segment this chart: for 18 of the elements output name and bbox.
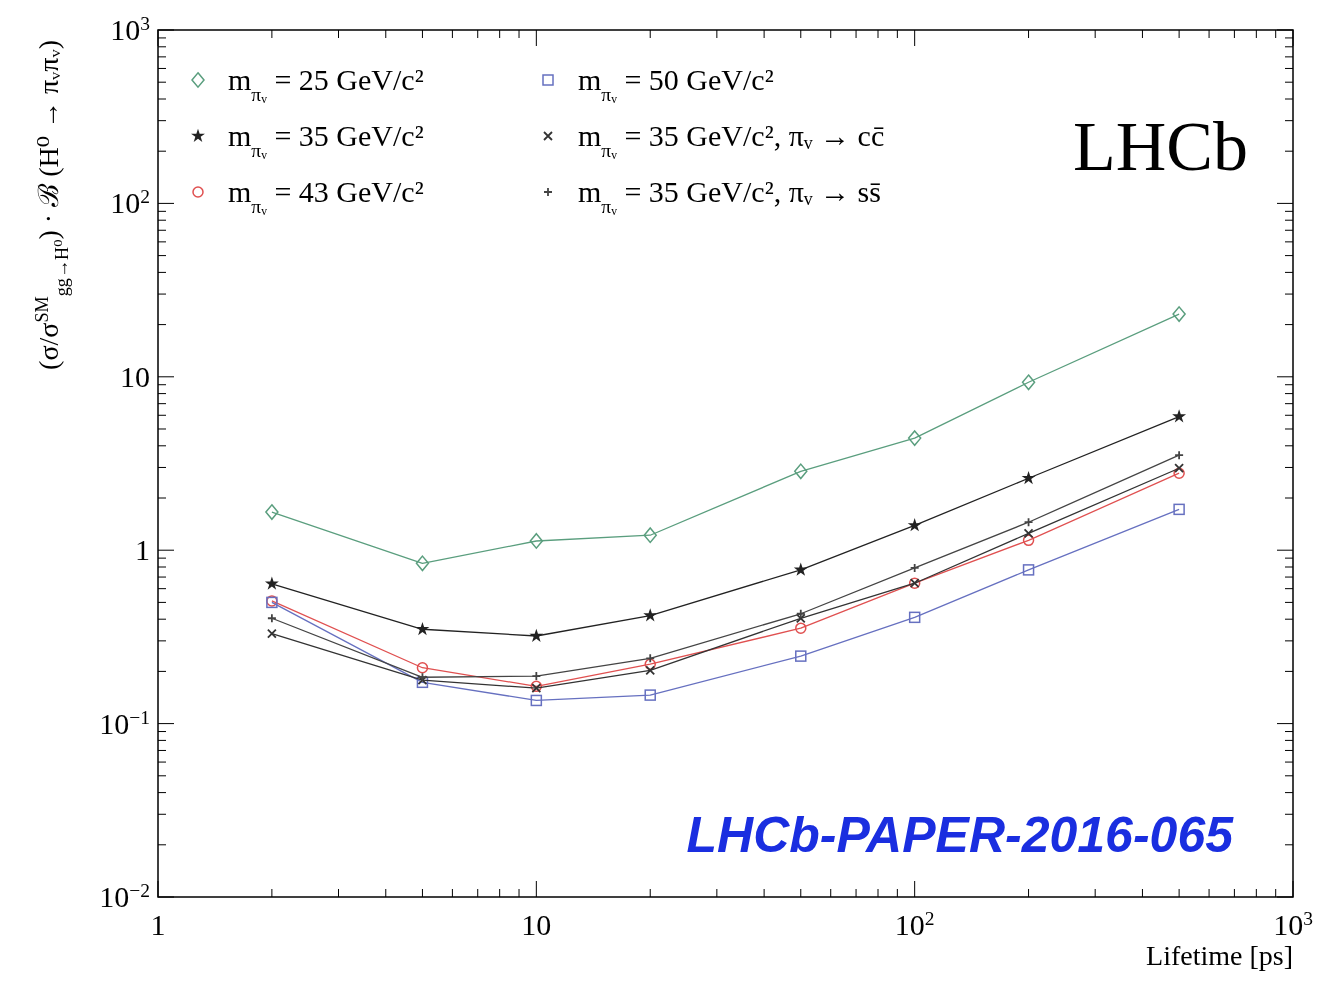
x-tick-label: 10$^{2}$ bbox=[894, 907, 935, 941]
legend-label: m$_{πᵥ}$ = 50 GeV/c² bbox=[578, 63, 774, 105]
y-tick-label: 10$^{−2}$ bbox=[99, 879, 150, 913]
legend-label: m$_{πᵥ}$ = 43 GeV/c² bbox=[228, 175, 424, 217]
y-tick-label: 10$^{−1}$ bbox=[99, 706, 150, 740]
legend-label: m$_{πᵥ}$ = 35 GeV/c², πᵥ → cc̄ bbox=[578, 119, 885, 161]
annotation: LHCb-PAPER-2016-065 bbox=[686, 807, 1235, 863]
legend-label: m$_{πᵥ}$ = 35 GeV/c² bbox=[228, 119, 424, 161]
x-tick-label: 10$^{3}$ bbox=[1273, 907, 1313, 941]
legend-label: m$_{πᵥ}$ = 35 GeV/c², πᵥ → ss̄ bbox=[578, 175, 881, 217]
x-axis-title: Lifetime [ps] bbox=[1146, 940, 1293, 971]
y-tick-label: 10$^{2}$ bbox=[110, 185, 150, 220]
y-tick-label: 10$^{3}$ bbox=[110, 12, 150, 46]
annotation: LHCb bbox=[1073, 108, 1248, 185]
y-tick-label: 10 bbox=[120, 359, 150, 393]
legend-label: m$_{πᵥ}$ = 25 GeV/c² bbox=[228, 63, 424, 105]
y-tick-label: 1 bbox=[135, 533, 150, 567]
x-tick-label: 10 bbox=[521, 908, 552, 941]
